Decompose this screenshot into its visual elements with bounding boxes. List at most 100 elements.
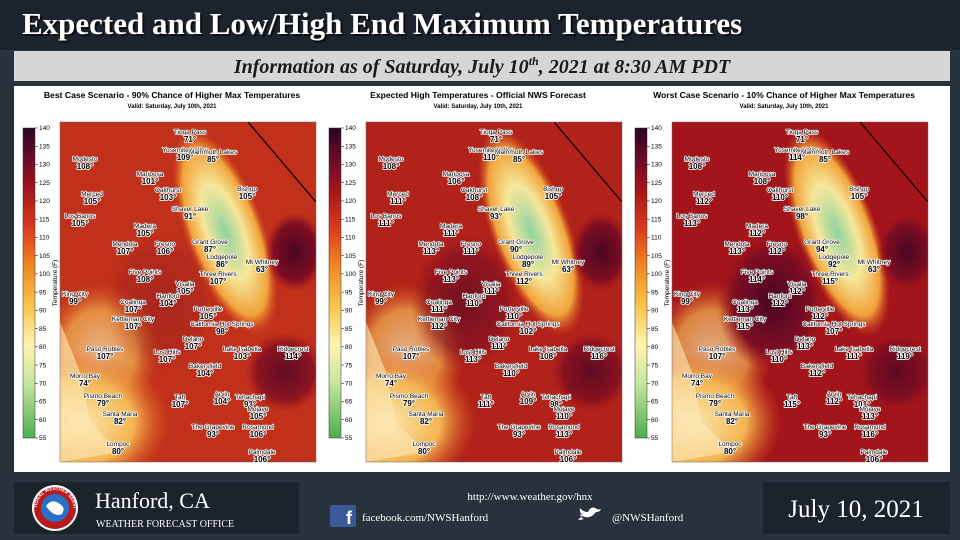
map xyxy=(672,122,928,462)
station-temp: 106° xyxy=(254,455,271,464)
station-name: Fresno xyxy=(461,241,482,248)
station-temp: 116° xyxy=(862,430,878,439)
station-name: California Hot Springs xyxy=(190,321,254,328)
station-name: Five Points xyxy=(129,269,162,276)
station-name: Mt Whitney xyxy=(552,259,585,266)
colorbar-tick-label: 55 xyxy=(39,435,47,442)
colorbar-tick-label: 75 xyxy=(651,362,659,369)
colorbar xyxy=(22,127,36,439)
station-temp: 93° xyxy=(207,430,219,439)
station-name: Mariposa xyxy=(443,171,470,178)
station-name: Madera xyxy=(440,223,462,230)
panel-title: Best Case Scenario - 90% Chance of Highe… xyxy=(44,90,301,100)
station-temp: 111° xyxy=(478,400,494,409)
station-temp: 108° xyxy=(754,177,771,186)
station-temp: 105° xyxy=(250,412,267,421)
station-name: Merced xyxy=(81,191,103,198)
station-temp: 101° xyxy=(142,177,159,186)
station-temp: 93° xyxy=(513,430,525,439)
facebook-icon xyxy=(330,505,356,527)
station-temp: 106° xyxy=(250,430,267,439)
station-name: Oakhurst xyxy=(155,187,182,194)
station-temp: 112° xyxy=(749,229,765,238)
colorbar-tick-label: 135 xyxy=(39,143,50,150)
colorbar-label: Temperature (F) xyxy=(664,260,671,307)
colorbar-tick-label: 90 xyxy=(345,308,353,315)
colorbar-label: Temperature (F) xyxy=(358,260,365,307)
colorbar-tick-label: 120 xyxy=(39,198,50,205)
station-temp: 111° xyxy=(846,352,862,361)
map-sierra xyxy=(477,127,585,337)
colorbar-tick-label: 115 xyxy=(39,216,50,223)
station-name: Santa Maria xyxy=(102,411,137,418)
station-temp: 105° xyxy=(84,197,101,206)
footer-date-box xyxy=(763,482,950,534)
station-name: Three Rivers xyxy=(811,271,849,278)
station-temp: 102° xyxy=(520,327,537,336)
station-temp: 114° xyxy=(749,275,765,284)
station-temp: 98° xyxy=(550,400,562,409)
station-temp: 112° xyxy=(812,312,828,321)
station-name: The Grapevine xyxy=(804,424,847,431)
station-temp: 109° xyxy=(177,153,194,162)
colorbar-tick-label: 65 xyxy=(39,399,47,406)
station-temp: 107° xyxy=(117,247,134,256)
station-name: Oakhurst xyxy=(767,187,794,194)
station-name: Visalia xyxy=(481,281,500,288)
station-temp: 105° xyxy=(200,312,217,321)
station-temp: 110° xyxy=(556,412,572,421)
state-border xyxy=(859,122,928,203)
station-temp: 112° xyxy=(809,369,825,378)
station-name: Rosamond xyxy=(242,424,274,431)
station-temp: 111° xyxy=(431,305,447,314)
station-name: Lompoc xyxy=(106,441,130,448)
station-name: Shaver Lake xyxy=(784,206,821,213)
station-temp: 113° xyxy=(737,305,753,314)
station-temp: 110° xyxy=(772,193,788,202)
station-name: Tioga Pass xyxy=(786,129,819,136)
station-name: Los Banos xyxy=(371,213,402,220)
map-hot-valley xyxy=(717,232,827,372)
station-temp: 114° xyxy=(789,153,805,162)
panel-valid: Valid: Saturday, July 10th, 2021 xyxy=(740,104,830,110)
station-temp: 79° xyxy=(709,399,721,408)
colorbar-tick-label: 120 xyxy=(651,198,662,205)
station-name: Mojave xyxy=(554,406,575,413)
colorbar-tick-label: 55 xyxy=(651,435,659,442)
station-name: Merced xyxy=(693,191,715,198)
twitter-icon xyxy=(578,507,601,520)
station-temp: 112° xyxy=(789,287,805,296)
subtitle-bar xyxy=(14,51,950,81)
website[interactable]: http://www.weather.gov/hnx xyxy=(467,491,593,503)
station-temp: 111° xyxy=(463,247,479,256)
facebook-link[interactable]: facebook.com/NWSHanford xyxy=(362,512,489,524)
station-name: Coalinga xyxy=(120,299,146,306)
station-name: Visalia xyxy=(787,281,806,288)
station-temp: 80° xyxy=(112,447,124,456)
forecast-panel: Expected High Temperatures - Official NW… xyxy=(328,90,623,465)
station-name: Tehachapi xyxy=(847,394,877,401)
station-name: Five Points xyxy=(741,269,774,276)
station-name: Bakersfield xyxy=(189,363,222,370)
map-hot-valley xyxy=(411,232,521,372)
station-name: Rosamond xyxy=(854,424,886,431)
map-frame xyxy=(59,121,317,463)
station-name: Lodgepole xyxy=(513,254,544,261)
station-temp: 99° xyxy=(681,297,693,306)
station-temp: 89° xyxy=(522,260,534,269)
colorbar-tick-label: 110 xyxy=(345,235,356,242)
station-temp: 80° xyxy=(418,447,430,456)
station-name: Tehachapi xyxy=(541,394,571,401)
station-name: Fresno xyxy=(767,241,788,248)
station-temp: 113° xyxy=(465,355,481,364)
station-temp: 113° xyxy=(443,275,459,284)
station-temp: 111° xyxy=(491,342,507,351)
station-name: Lodgepole xyxy=(819,254,850,261)
map-sierra xyxy=(171,127,279,337)
colorbar-tick-label: 100 xyxy=(39,271,50,278)
subtitle-text: Information as of Saturday, July 10 xyxy=(233,56,529,78)
station-temp: 115° xyxy=(822,277,838,286)
station-name: Delano xyxy=(183,336,204,343)
twitter-link[interactable]: @NWSHanford xyxy=(612,512,684,524)
